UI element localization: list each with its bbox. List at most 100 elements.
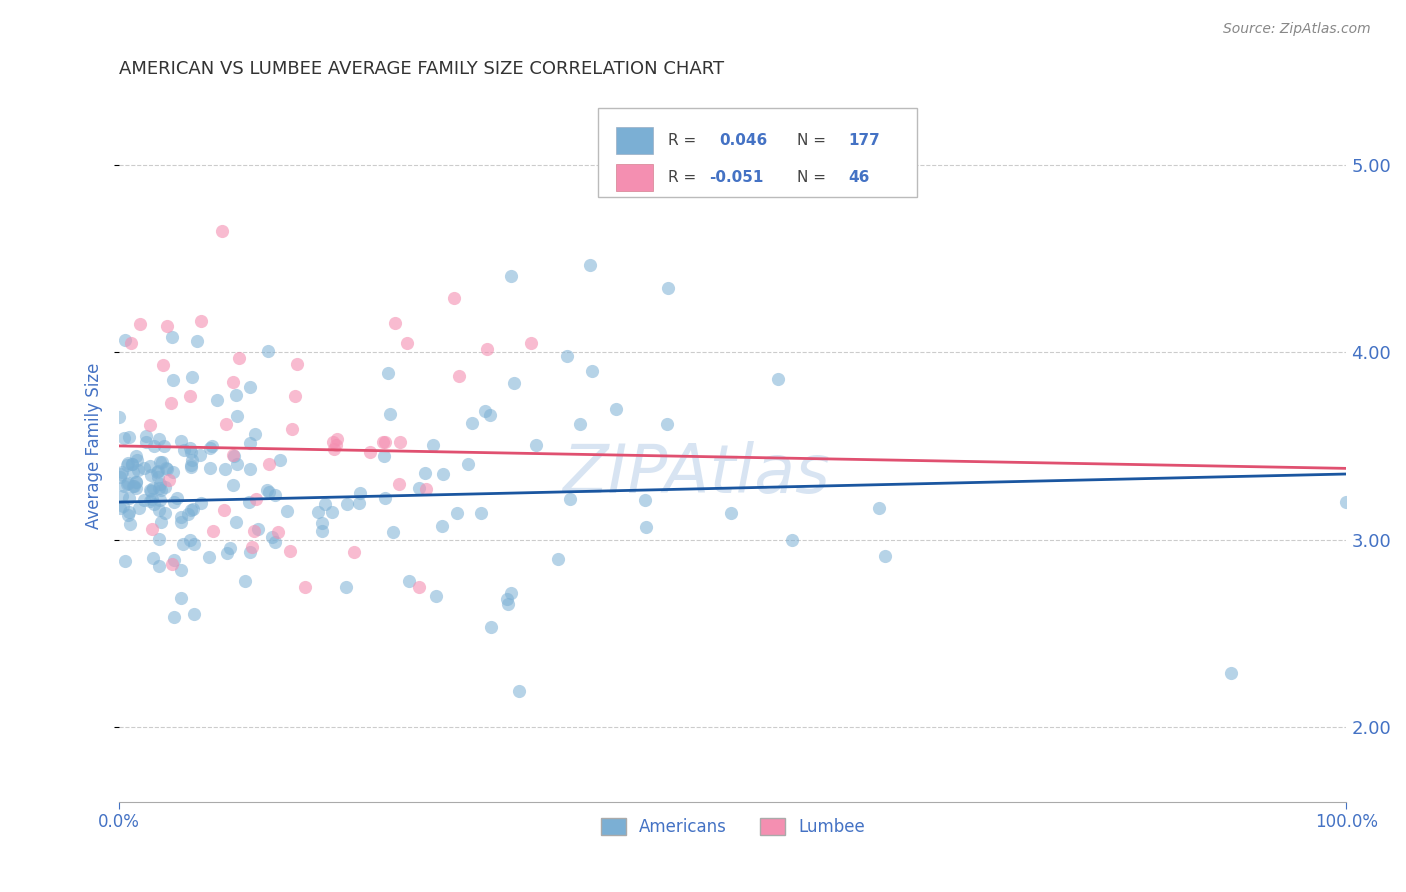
- Point: [118, 517, 141, 532]
- Point: [146, 465, 169, 479]
- Point: [335, 497, 357, 511]
- Point: [170, 591, 193, 606]
- Point: [148, 558, 170, 573]
- Point: [222, 477, 245, 491]
- Point: [325, 432, 347, 446]
- Point: [114, 431, 136, 445]
- Point: [160, 557, 183, 571]
- Point: [125, 475, 148, 490]
- Point: [125, 452, 148, 467]
- Point: [162, 495, 184, 509]
- Point: [343, 545, 366, 559]
- Point: [222, 376, 245, 390]
- Point: [148, 464, 170, 478]
- Point: [179, 441, 201, 455]
- Point: [217, 546, 239, 560]
- Point: [371, 435, 394, 450]
- Point: [117, 508, 139, 522]
- FancyBboxPatch shape: [616, 164, 652, 191]
- Point: [129, 318, 152, 332]
- Point: [347, 496, 370, 510]
- Point: [111, 465, 134, 479]
- Point: [135, 429, 157, 443]
- Point: [278, 543, 301, 558]
- Point: [153, 480, 176, 494]
- Point: [222, 448, 245, 462]
- Point: [547, 552, 569, 566]
- Point: [256, 483, 278, 498]
- Point: [657, 281, 679, 295]
- Point: [120, 335, 142, 350]
- Point: [148, 532, 170, 546]
- Point: [239, 462, 262, 476]
- Point: [142, 551, 165, 566]
- Point: [179, 533, 201, 547]
- Text: 177: 177: [848, 133, 880, 147]
- Point: [108, 410, 131, 425]
- Point: [181, 501, 204, 516]
- Point: [373, 449, 395, 463]
- Point: [132, 492, 155, 507]
- Point: [180, 503, 202, 517]
- Point: [1336, 495, 1358, 509]
- Point: [226, 457, 249, 471]
- Point: [148, 502, 170, 516]
- Point: [121, 457, 143, 471]
- Point: [558, 492, 581, 507]
- Point: [111, 489, 134, 503]
- Point: [239, 380, 262, 394]
- Point: [112, 500, 135, 514]
- Point: [228, 351, 250, 365]
- Point: [655, 417, 678, 431]
- Text: ZIPAtlas: ZIPAtlas: [562, 442, 830, 508]
- Point: [233, 574, 256, 588]
- Point: [115, 458, 138, 472]
- Text: N =: N =: [797, 133, 831, 147]
- Point: [349, 486, 371, 500]
- FancyBboxPatch shape: [598, 108, 917, 197]
- Point: [384, 316, 406, 330]
- Point: [173, 443, 195, 458]
- Point: [581, 364, 603, 378]
- Point: [259, 457, 281, 471]
- Point: [496, 592, 519, 607]
- Point: [477, 342, 499, 356]
- Point: [214, 461, 236, 475]
- Point: [141, 491, 163, 506]
- Point: [157, 473, 180, 487]
- Text: -0.051: -0.051: [710, 170, 763, 186]
- Point: [636, 520, 658, 534]
- Point: [276, 504, 298, 518]
- Point: [156, 462, 179, 476]
- Point: [148, 481, 170, 495]
- Point: [335, 580, 357, 594]
- Point: [170, 516, 193, 530]
- Point: [142, 497, 165, 511]
- Point: [170, 510, 193, 524]
- Point: [180, 369, 202, 384]
- Point: [149, 476, 172, 491]
- Point: [520, 336, 543, 351]
- Point: [460, 416, 482, 430]
- Point: [457, 458, 479, 472]
- Point: [114, 333, 136, 347]
- Point: [190, 496, 212, 510]
- Point: [284, 389, 307, 403]
- Point: [432, 467, 454, 482]
- Point: [139, 483, 162, 497]
- Point: [112, 479, 135, 493]
- Point: [280, 422, 302, 436]
- Point: [422, 438, 444, 452]
- Point: [526, 438, 548, 452]
- Point: [395, 335, 418, 350]
- Point: [162, 373, 184, 387]
- Point: [211, 224, 233, 238]
- Point: [114, 554, 136, 568]
- Point: [122, 479, 145, 493]
- Point: [311, 516, 333, 530]
- Point: [260, 530, 283, 544]
- Point: [139, 468, 162, 483]
- Text: R =: R =: [668, 133, 702, 147]
- Point: [257, 485, 280, 500]
- Point: [160, 396, 183, 410]
